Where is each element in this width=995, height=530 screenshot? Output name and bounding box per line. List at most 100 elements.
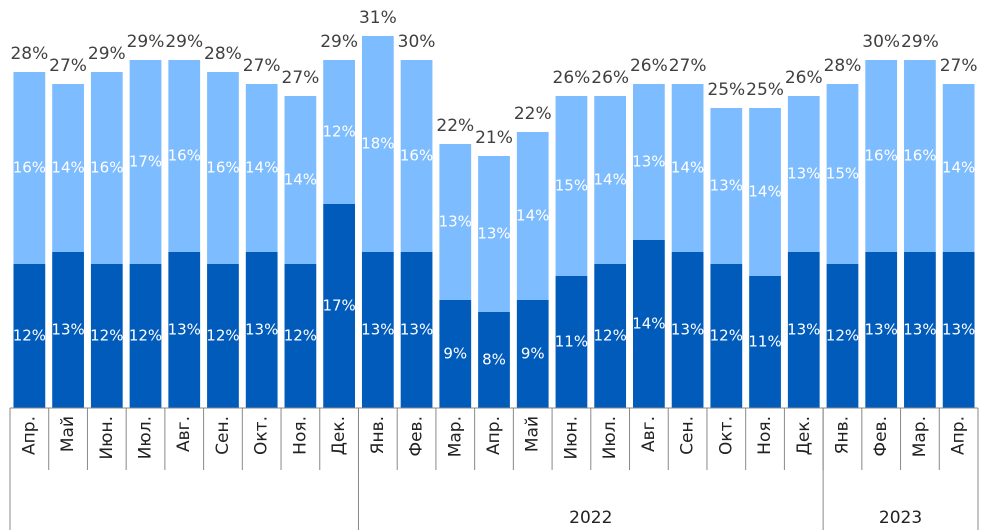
total-label: 28%: [824, 56, 862, 76]
segment-label: 14%: [284, 171, 317, 189]
segment-label: 13%: [477, 225, 510, 243]
segment-label: 16%: [168, 147, 201, 165]
segment-label: 13%: [361, 321, 394, 339]
bar-segment: [787, 96, 820, 252]
total-label: 29%: [88, 44, 126, 64]
segment-label: 17%: [322, 297, 355, 315]
category-label: Июн.: [97, 416, 117, 460]
total-label: 29%: [127, 32, 165, 52]
total-label: 22%: [436, 116, 474, 136]
segment-label: 13%: [671, 321, 704, 339]
bar-segment: [52, 84, 84, 252]
bar-segment: [168, 60, 201, 252]
bar-segment: [787, 252, 820, 408]
segment-label: 12%: [322, 123, 355, 141]
segment-label: 12%: [206, 327, 239, 345]
segment-label: 13%: [787, 321, 820, 339]
bar-segment: [633, 240, 665, 408]
bar-segment: [865, 60, 898, 252]
category-label: Июн.: [561, 416, 581, 460]
bar-segment: [555, 276, 588, 408]
segment-label: 12%: [593, 327, 626, 345]
bar-segment: [478, 156, 510, 312]
segment-label: 14%: [245, 159, 278, 177]
bar-segment: [710, 108, 743, 264]
total-label: 22%: [514, 104, 552, 124]
segment-label: 16%: [206, 159, 239, 177]
bar-segment: [400, 60, 433, 252]
bar-segment: [671, 252, 704, 408]
category-label: Ноя.: [755, 416, 775, 455]
segment-label: 13%: [865, 321, 898, 339]
category-label: Окт.: [252, 416, 272, 455]
segment-label: 9%: [521, 345, 545, 363]
bar-segment: [439, 144, 472, 300]
segment-label: 16%: [13, 159, 46, 177]
category-label: Апр.: [484, 416, 504, 455]
bar-segment: [516, 300, 549, 408]
segment-label: 11%: [748, 333, 781, 351]
bar-segment: [942, 252, 975, 408]
category-label: Сен.: [678, 416, 698, 455]
bar-segment: [942, 84, 975, 252]
bar-segment: [904, 252, 936, 408]
category-label: Дек.: [794, 416, 814, 455]
total-label: 30%: [862, 32, 900, 52]
bar-segment: [129, 264, 162, 408]
category-label: Апр.: [19, 416, 39, 455]
segment-label: 12%: [129, 327, 162, 345]
segment-label: 13%: [168, 321, 201, 339]
bar-segment: [129, 60, 162, 264]
total-label: 26%: [591, 68, 629, 88]
total-label: 21%: [475, 128, 513, 148]
total-label: 27%: [940, 56, 978, 76]
bar-segment: [245, 252, 278, 408]
segment-label: 9%: [443, 345, 467, 363]
category-label: Авг.: [174, 416, 194, 452]
category-label: Май: [58, 416, 78, 452]
total-label: 31%: [359, 8, 397, 28]
segment-label: 15%: [826, 165, 859, 183]
segment-label: 16%: [90, 159, 123, 177]
segment-label: 14%: [671, 159, 704, 177]
bar-segment: [671, 84, 704, 252]
category-label: Мар.: [445, 416, 465, 457]
bar-segment: [904, 60, 936, 252]
segment-label: 12%: [13, 327, 46, 345]
category-label: Дек.: [329, 416, 349, 455]
bar-segment: [323, 204, 355, 408]
bar-segment: [284, 96, 317, 264]
bar-segment: [52, 252, 84, 408]
bar-segment: [284, 264, 317, 408]
total-label: 25%: [707, 80, 745, 100]
bar-segment: [245, 84, 278, 252]
total-label: 27%: [49, 56, 87, 76]
segment-label: 18%: [361, 135, 394, 153]
category-label: Май: [523, 416, 543, 452]
segment-label: 14%: [748, 183, 781, 201]
bar-segment: [516, 132, 549, 300]
total-label: 26%: [785, 68, 823, 88]
total-label: 29%: [165, 32, 203, 52]
bar-segment: [826, 84, 859, 264]
bar-segment: [13, 72, 46, 264]
segment-label: 13%: [710, 177, 743, 195]
bar-segment: [865, 252, 898, 408]
group-label: 2023: [879, 508, 922, 528]
segment-label: 12%: [826, 327, 859, 345]
segment-label: 15%: [555, 177, 588, 195]
category-label: Апр.: [949, 416, 969, 455]
category-label: Фев.: [407, 416, 427, 457]
bar-segment: [168, 252, 201, 408]
segment-label: 11%: [555, 333, 588, 351]
total-label: 29%: [320, 32, 358, 52]
bar-segment: [439, 300, 472, 408]
bar-segment: [594, 264, 627, 408]
category-label: Сен.: [213, 416, 233, 455]
category-label: Мар.: [910, 416, 930, 457]
segment-label: 8%: [482, 351, 506, 369]
segment-label: 14%: [942, 159, 975, 177]
bar-segment: [361, 36, 394, 252]
total-label: 26%: [553, 68, 591, 88]
